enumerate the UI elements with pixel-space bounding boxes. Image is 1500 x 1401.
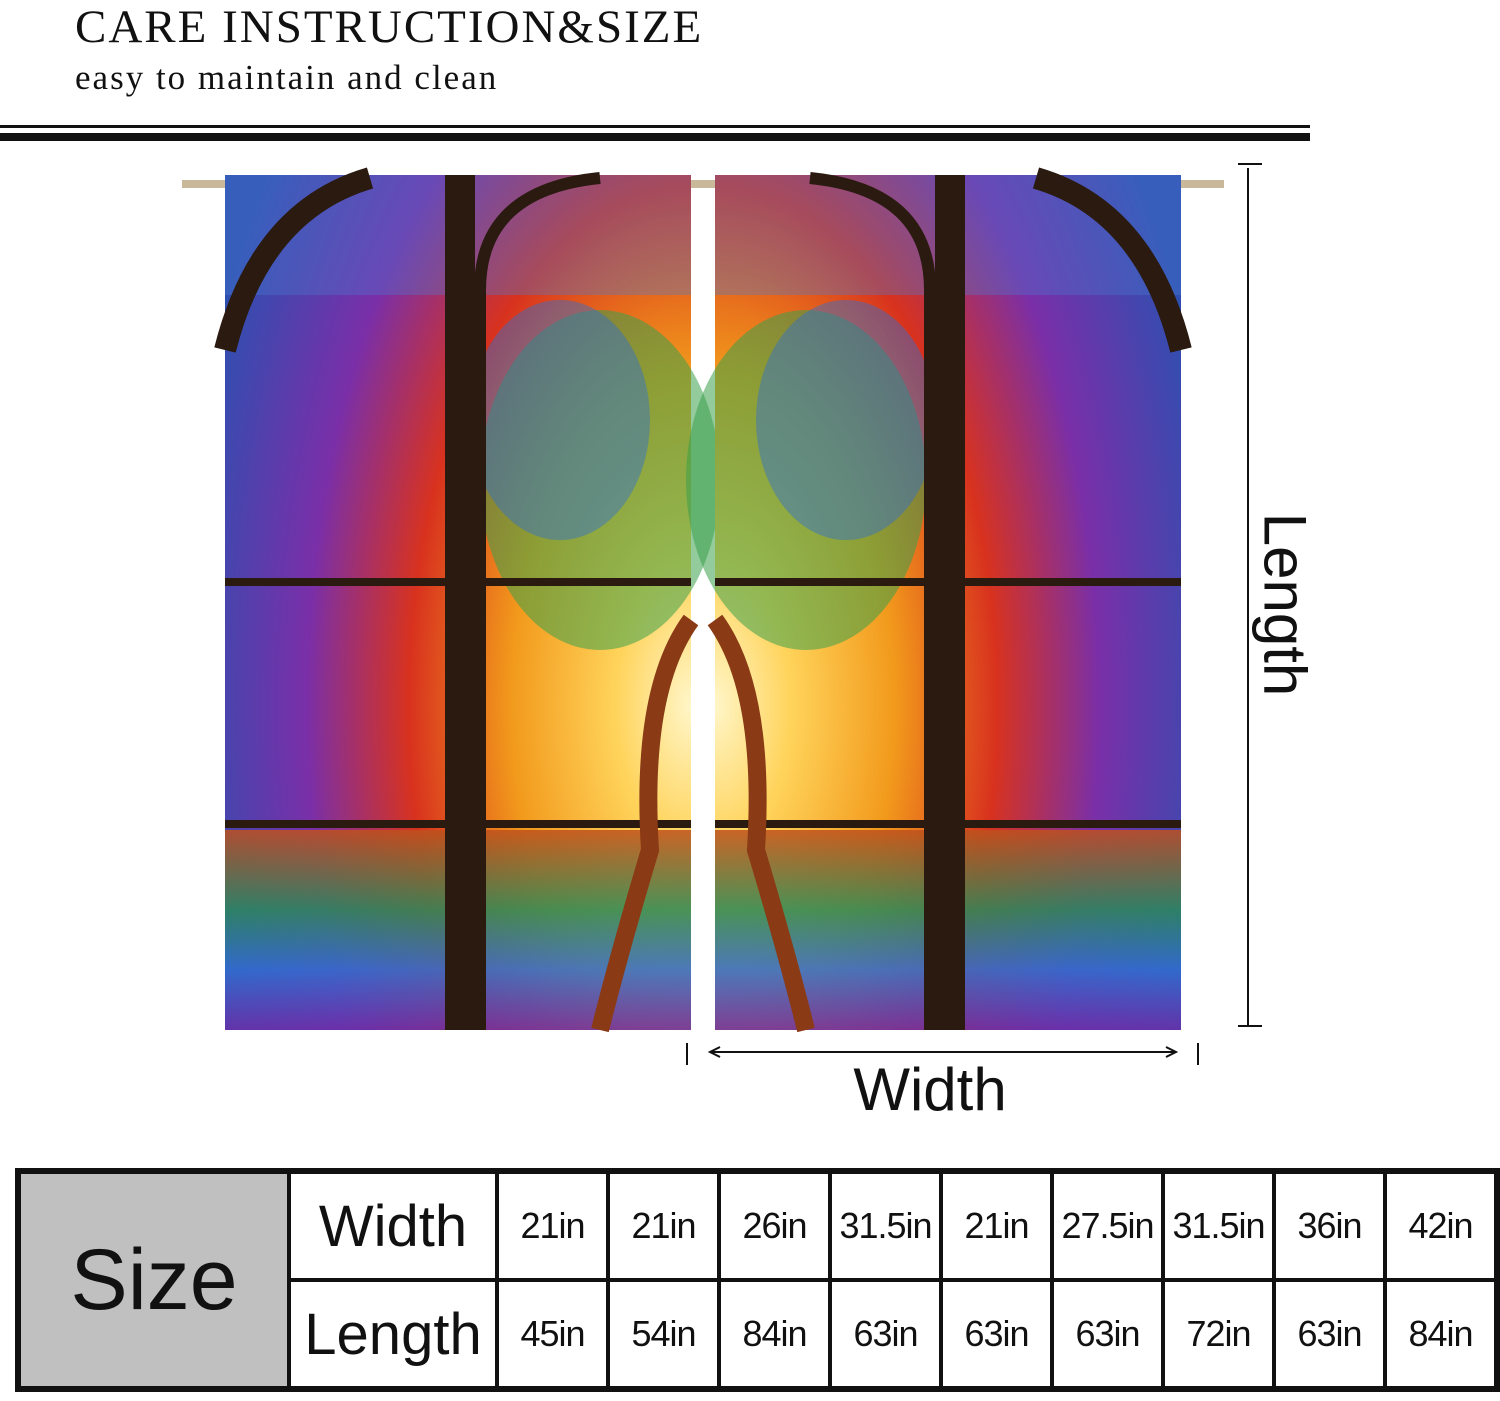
table-row: Length 45in 54in 84in 63in 63in 63in 72i… bbox=[18, 1278, 1499, 1391]
table-cell: 31.5in bbox=[1161, 1169, 1276, 1282]
table-cell: 84in bbox=[1383, 1278, 1499, 1391]
width-label: Width bbox=[853, 1056, 1007, 1123]
table-cell: 45in bbox=[495, 1278, 610, 1391]
table-cell: 84in bbox=[717, 1278, 832, 1391]
curtain-panel-left bbox=[214, 167, 720, 1033]
curtain-panel-right bbox=[686, 167, 1192, 1033]
table-cell: 63in bbox=[1050, 1278, 1165, 1391]
table-cell: 26in bbox=[717, 1169, 832, 1282]
size-header: Size bbox=[16, 1169, 291, 1391]
table-row: Size Width 21in 21in 26in 31.5in 21in 27… bbox=[16, 1169, 1499, 1391]
table-cell: 31.5in bbox=[828, 1169, 943, 1282]
table-cell: 63in bbox=[828, 1278, 943, 1391]
divider bbox=[0, 133, 1310, 141]
row-label: Length bbox=[287, 1278, 499, 1391]
table-cell: 21in bbox=[939, 1169, 1054, 1282]
page-subtitle: easy to maintain and clean bbox=[75, 58, 499, 97]
length-arrow bbox=[1238, 163, 1262, 1027]
table-cell: 42in bbox=[1383, 1169, 1499, 1282]
table-cell: 21in bbox=[495, 1169, 610, 1282]
table-cell: 36in bbox=[1272, 1169, 1387, 1282]
table-cell: 27.5in bbox=[1050, 1169, 1165, 1282]
table-cell: 63in bbox=[1272, 1278, 1387, 1391]
table-cell: 21in bbox=[606, 1169, 721, 1282]
divider bbox=[0, 125, 1310, 128]
curtain-product-image bbox=[182, 163, 1262, 1065]
size-table: Size Width 21in 21in 26in 31.5in 21in 27… bbox=[15, 1168, 1500, 1392]
width-arrow bbox=[686, 1043, 1199, 1065]
curtain-rod bbox=[182, 180, 1224, 188]
table-cell: 63in bbox=[939, 1278, 1054, 1391]
page-title: CARE INSTRUCTION&SIZE bbox=[75, 1, 704, 53]
table-cell: 72in bbox=[1161, 1278, 1276, 1391]
length-label: Length bbox=[1251, 512, 1319, 697]
row-label: Width bbox=[287, 1169, 499, 1282]
table-cell: 54in bbox=[606, 1278, 721, 1391]
